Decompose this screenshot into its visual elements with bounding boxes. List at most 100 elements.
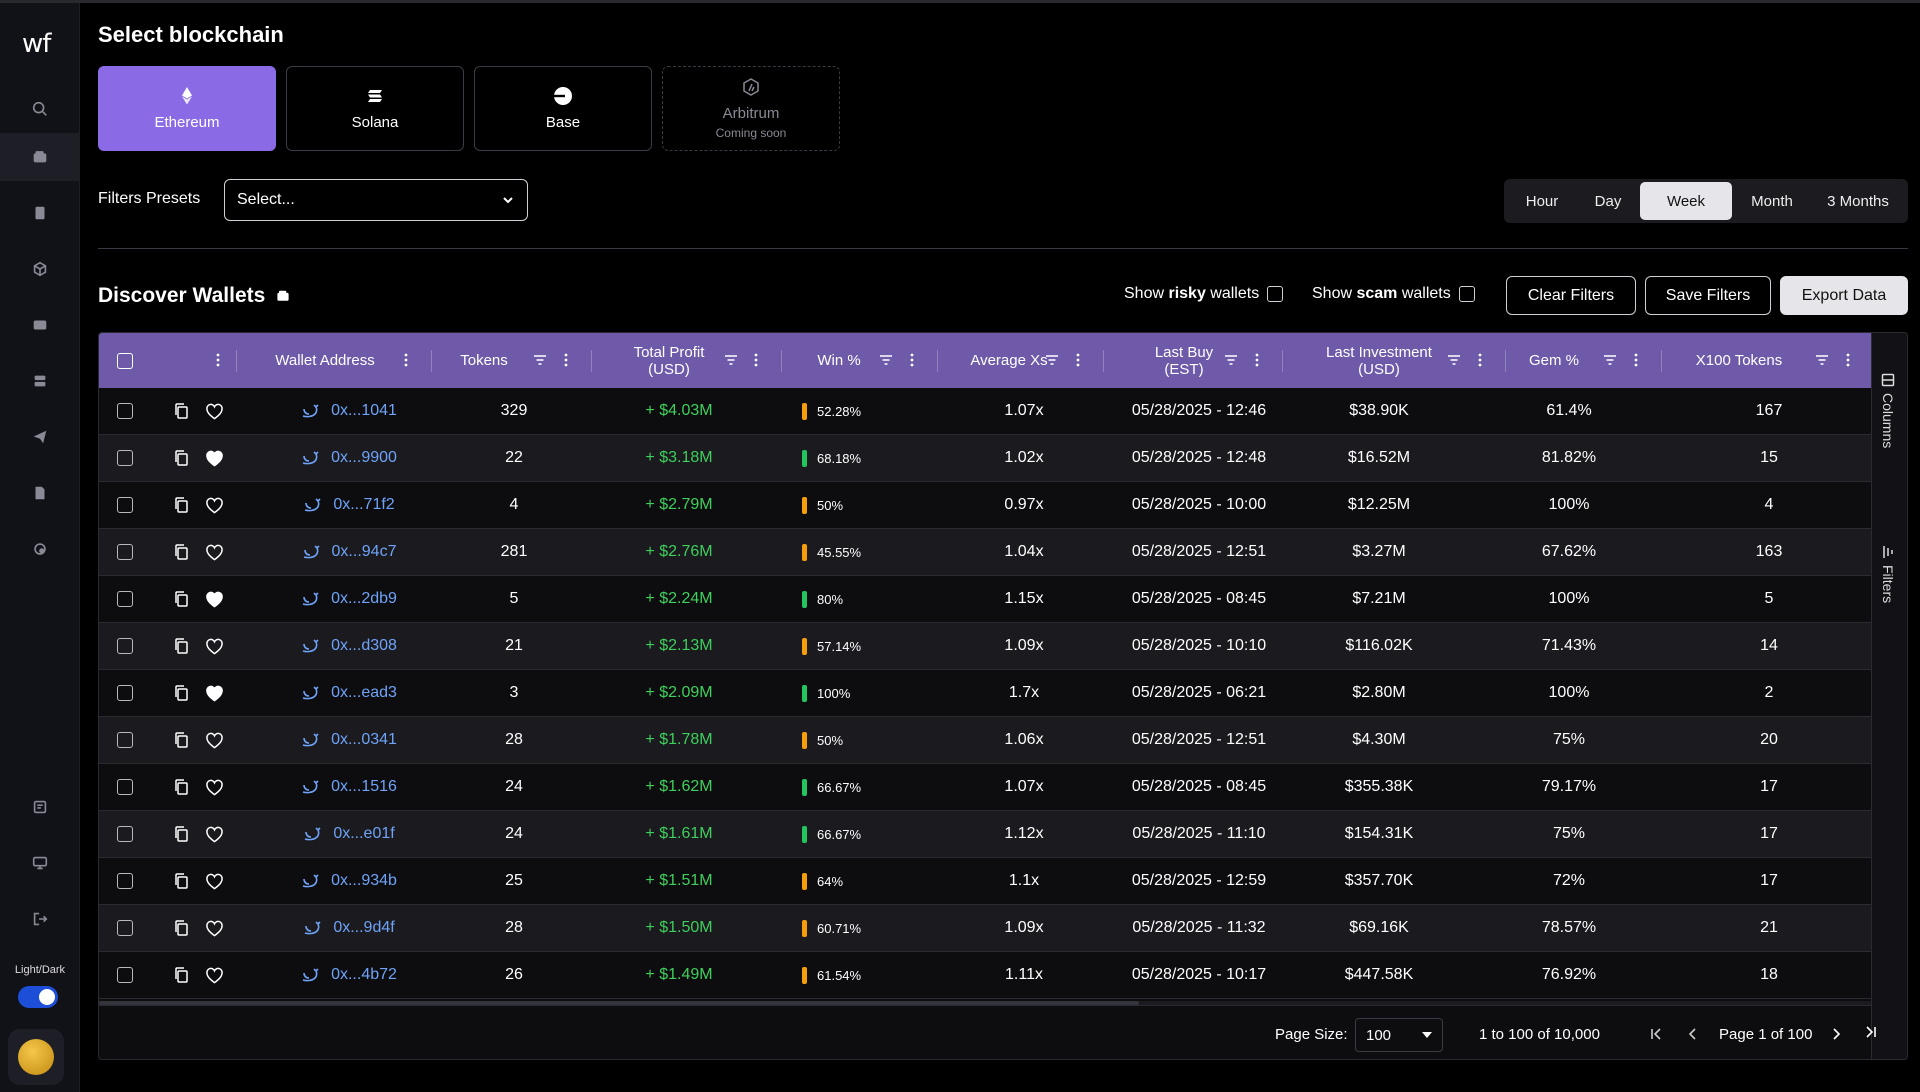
filter-icon[interactable]	[1224, 353, 1238, 367]
row-checkbox-cell[interactable]	[115, 858, 135, 904]
favorite-button[interactable]	[203, 905, 225, 951]
nav-database[interactable]	[0, 357, 80, 405]
favorite-button[interactable]	[203, 623, 225, 669]
tab-3-months[interactable]: 3 Months	[1827, 192, 1889, 210]
row-checkbox-cell[interactable]	[115, 576, 135, 622]
wallet-address-link[interactable]: 0x...94c7	[249, 529, 449, 575]
wallet-address-link[interactable]: 0x...71f2	[249, 482, 449, 528]
col-x100-tokens[interactable]: X100 Tokens	[1695, 352, 1783, 369]
filter-icon[interactable]	[724, 353, 738, 367]
filter-icon[interactable]	[1045, 353, 1059, 367]
row-checkbox[interactable]	[117, 403, 133, 419]
show-risky-option[interactable]: Show risky wallets	[1124, 285, 1284, 303]
column-menu-icon[interactable]	[1250, 353, 1264, 367]
column-menu-icon[interactable]	[1473, 353, 1487, 367]
column-separator[interactable]	[1661, 350, 1662, 372]
show-risky-checkbox[interactable]	[1267, 286, 1284, 302]
copy-address-button[interactable]	[171, 858, 191, 904]
copy-address-button[interactable]	[171, 529, 191, 575]
copy-address-button[interactable]	[171, 482, 191, 528]
filter-icon[interactable]	[1815, 353, 1829, 367]
nav-cards[interactable]	[0, 301, 80, 349]
nav-telegram[interactable]	[0, 413, 80, 461]
column-menu-icon[interactable]	[1629, 353, 1643, 367]
table-row[interactable]: 0x...1516 24 + $1.62M 66.67% 1.07x 05/28/2025…	[99, 764, 1871, 811]
table-row[interactable]: 0x...94c7 281 + $2.76M 45.55% 1.04x 05/28/202…	[99, 529, 1871, 576]
select-all-checkbox[interactable]	[117, 352, 133, 369]
wallet-address-link[interactable]: 0x...d308	[249, 623, 449, 669]
row-checkbox[interactable]	[117, 544, 133, 560]
column-menu-icon[interactable]	[211, 353, 225, 367]
table-row[interactable]: 0x...71f2 4 + $2.79M 50% 0.97x 05/28/2025 - 1…	[99, 482, 1871, 529]
copy-address-button[interactable]	[171, 623, 191, 669]
chain-ethereum[interactable]: Ethereum	[98, 66, 276, 151]
select-all-checkbox-cell[interactable]	[115, 333, 135, 388]
col-last-investment[interactable]: Last Investment (USD)	[1326, 343, 1432, 378]
prev-page-button[interactable]	[1686, 1006, 1700, 1059]
wallet-address-link[interactable]: 0x...934b	[249, 858, 449, 904]
column-separator[interactable]	[1505, 350, 1506, 372]
row-checkbox[interactable]	[117, 591, 133, 607]
save-filters-button[interactable]: Save Filters	[1645, 276, 1771, 315]
favorite-button[interactable]	[203, 482, 225, 528]
wallet-address-link[interactable]: 0x...1041	[249, 388, 449, 434]
nav-tokens[interactable]	[0, 245, 80, 293]
row-checkbox-cell[interactable]	[115, 388, 135, 434]
col-win-percent[interactable]: Win %	[817, 352, 861, 369]
row-checkbox-cell[interactable]	[115, 717, 135, 763]
copy-address-button[interactable]	[171, 717, 191, 763]
row-checkbox[interactable]	[117, 638, 133, 654]
row-checkbox[interactable]	[117, 450, 133, 466]
column-separator[interactable]	[591, 350, 592, 372]
last-page-button[interactable]	[1864, 1025, 1878, 1044]
table-row[interactable]: 0x...4b72 26 + $1.49M 61.54% 1.11x 05/28/2025…	[99, 952, 1871, 999]
theme-toggle[interactable]	[18, 986, 58, 1008]
favorite-button[interactable]	[203, 858, 225, 904]
table-row[interactable]: 0x...0341 28 + $1.78M 50% 1.06x 05/28/2025 - …	[99, 717, 1871, 764]
row-checkbox[interactable]	[117, 920, 133, 936]
row-checkbox-cell[interactable]	[115, 905, 135, 951]
row-checkbox-cell[interactable]	[115, 623, 135, 669]
row-checkbox-cell[interactable]	[115, 670, 135, 716]
table-row[interactable]: 0x...e01f 24 + $1.61M 66.67% 1.12x 05/28/2025…	[99, 811, 1871, 858]
horizontal-scrollbar[interactable]	[99, 1001, 1871, 1005]
filter-icon[interactable]	[879, 353, 893, 367]
row-checkbox[interactable]	[117, 873, 133, 889]
favorite-button[interactable]	[203, 435, 225, 481]
row-checkbox-cell[interactable]	[115, 952, 135, 998]
column-separator[interactable]	[937, 350, 938, 372]
copy-address-button[interactable]	[171, 670, 191, 716]
columns-panel-toggle[interactable]: Columns	[1880, 373, 1896, 448]
copy-address-button[interactable]	[171, 576, 191, 622]
row-checkbox-cell[interactable]	[115, 811, 135, 857]
wallet-address-link[interactable]: 0x...1516	[249, 764, 449, 810]
col-gem-percent[interactable]: Gem %	[1528, 352, 1579, 369]
scrollbar-thumb[interactable]	[99, 1001, 1139, 1005]
wallet-address-link[interactable]: 0x...e01f	[249, 811, 449, 857]
row-checkbox[interactable]	[117, 826, 133, 842]
column-menu-icon[interactable]	[399, 353, 413, 367]
copy-address-button[interactable]	[171, 388, 191, 434]
row-checkbox[interactable]	[117, 967, 133, 983]
col-total-profit[interactable]: Total Profit (USD)	[633, 343, 705, 378]
favorite-button[interactable]	[203, 717, 225, 763]
wallet-address-link[interactable]: 0x...0341	[249, 717, 449, 763]
clear-filters-button[interactable]: Clear Filters	[1506, 276, 1636, 315]
column-separator[interactable]	[236, 350, 237, 372]
row-checkbox[interactable]	[117, 497, 133, 513]
wallet-address-link[interactable]: 0x...9900	[249, 435, 449, 481]
copy-address-button[interactable]	[171, 811, 191, 857]
export-data-button[interactable]: Export Data	[1780, 276, 1908, 315]
copy-address-button[interactable]	[171, 435, 191, 481]
col-wallet-address[interactable]: Wallet Address	[275, 352, 375, 369]
favorite-button[interactable]	[203, 388, 225, 434]
favorite-button[interactable]	[203, 529, 225, 575]
filter-icon[interactable]	[1603, 353, 1617, 367]
tab-week[interactable]: Week	[1640, 182, 1732, 220]
table-row[interactable]: 0x...9d4f 28 + $1.50M 60.71% 1.09x 05/28/2025…	[99, 905, 1871, 952]
page-size-select[interactable]: 100	[1355, 1018, 1443, 1052]
row-checkbox-cell[interactable]	[115, 435, 135, 481]
nav-documents[interactable]	[0, 189, 80, 237]
user-menu[interactable]	[8, 1029, 64, 1085]
column-menu-icon[interactable]	[1841, 353, 1855, 367]
